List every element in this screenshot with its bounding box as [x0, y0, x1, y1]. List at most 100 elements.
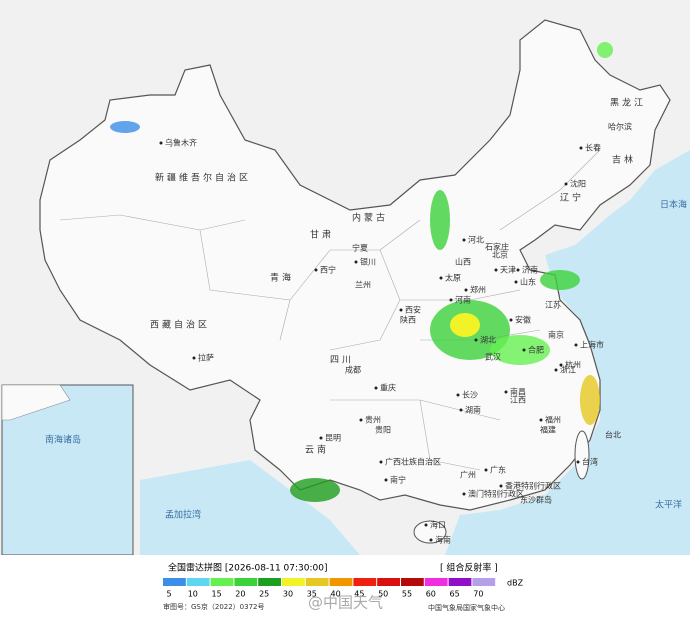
legend-swatch	[472, 578, 496, 586]
place-dot	[574, 343, 578, 347]
place-label: 北京	[492, 250, 508, 260]
place-label: 昆明	[325, 434, 341, 443]
place-dot	[494, 268, 498, 272]
place-label: 石家庄	[485, 242, 509, 252]
place-dot	[354, 260, 358, 264]
legend-swatch	[186, 578, 210, 586]
place-dot	[516, 268, 520, 272]
place-dot	[579, 146, 583, 150]
place-label: 甘肃	[310, 229, 334, 241]
place-label: 重庆	[380, 383, 396, 393]
place-label: 太平洋	[655, 499, 682, 511]
place-label: 陕西	[400, 315, 416, 325]
legend-label: 55	[402, 590, 412, 599]
place-label: 郑州	[470, 285, 486, 295]
legend-swatch	[258, 578, 281, 586]
place-dot	[192, 356, 196, 360]
place-label: 新疆维吾尔自治区	[155, 172, 251, 184]
place-dot	[314, 268, 318, 272]
place-label: 宁夏	[352, 243, 368, 253]
legend-label: 45	[354, 590, 364, 599]
place-dot	[359, 418, 363, 422]
place-label: 贵阳	[375, 425, 391, 435]
place-dot	[459, 408, 463, 412]
place-label: 南宁	[390, 475, 406, 485]
legend-label: 15	[212, 590, 222, 599]
place-label: 长春	[585, 143, 601, 153]
place-dot	[319, 436, 323, 440]
place-label: 湖北	[480, 336, 496, 345]
place-label: 拉萨	[198, 353, 214, 363]
place-label: 兰州	[355, 280, 371, 290]
place-dot	[374, 386, 378, 390]
place-label: 太原	[445, 273, 461, 283]
place-dot	[429, 538, 433, 542]
place-label: 沈阳	[570, 179, 586, 189]
place-label: 日本海	[660, 199, 687, 211]
place-label: 云南	[305, 444, 329, 456]
place-dot	[559, 363, 563, 367]
place-dot	[564, 182, 568, 186]
ocean	[445, 150, 690, 555]
place-label: 广东	[490, 465, 506, 475]
legend-swatch	[210, 578, 234, 586]
place-label: 浙江	[560, 365, 576, 375]
place-label: 南海诸岛	[45, 434, 81, 446]
place-label: 西安	[405, 305, 421, 315]
place-label: 湖南	[465, 405, 481, 415]
legend-swatch	[282, 578, 305, 586]
issuer: 中国气象局国家气象中心	[428, 603, 505, 612]
place-label: 济南	[522, 265, 538, 275]
legend-swatch	[353, 578, 377, 586]
place-label: 江西	[510, 396, 526, 405]
place-label: 贵州	[365, 415, 381, 425]
place-label: 南京	[548, 330, 564, 340]
place-dot	[576, 460, 580, 464]
place-dot	[159, 141, 163, 145]
place-dot	[522, 348, 526, 352]
place-label: 长沙	[462, 390, 478, 400]
legend-swatch	[305, 578, 329, 586]
taiwan	[574, 430, 590, 480]
place-label: 西藏自治区	[150, 319, 210, 331]
place-dot	[474, 338, 478, 342]
place-label: 河北	[468, 235, 484, 245]
legend-label: 40	[331, 590, 341, 599]
legend-label: 70	[473, 590, 483, 599]
place-label: 南昌	[510, 387, 526, 397]
place-label: 山西	[455, 257, 471, 267]
place-label: 台北	[605, 430, 621, 440]
legend-swatch	[424, 578, 448, 586]
place-dot	[384, 478, 388, 482]
place-label: 合肥	[528, 345, 544, 355]
place-label: 乌鲁木齐	[165, 138, 197, 148]
inset-land	[1, 384, 71, 421]
place-dot	[554, 368, 558, 372]
legend-swatch	[163, 578, 186, 586]
place-label: 银川	[360, 257, 376, 267]
place-label: 澳门特别行政区	[468, 489, 524, 499]
place-label: 江苏	[545, 300, 561, 310]
place-label: 河南	[455, 295, 471, 305]
watermark: @中国天气	[308, 594, 383, 612]
china-outline	[39, 19, 671, 511]
place-label: 海口	[430, 520, 446, 530]
radar-echoes	[110, 42, 613, 502]
legend-label: 65	[450, 590, 460, 599]
place-label: 四川	[330, 356, 354, 366]
place-label: 黑龙江	[610, 97, 646, 109]
approval-number: 审图号：GS京（2022）0372号	[163, 602, 265, 611]
legend-label: 5	[166, 590, 171, 599]
legend-label: 35	[307, 590, 317, 599]
place-label: 哈尔滨	[608, 122, 632, 132]
place-dot	[439, 276, 443, 280]
place-label: 内蒙古	[352, 212, 388, 224]
legend-label: 10	[188, 590, 198, 599]
place-label: 杭州	[565, 360, 581, 370]
legend-swatch	[234, 578, 258, 586]
legend-label: 25	[259, 590, 269, 599]
footer	[0, 555, 690, 618]
legend-swatch	[329, 578, 353, 586]
place-label: 台湾	[582, 457, 598, 467]
